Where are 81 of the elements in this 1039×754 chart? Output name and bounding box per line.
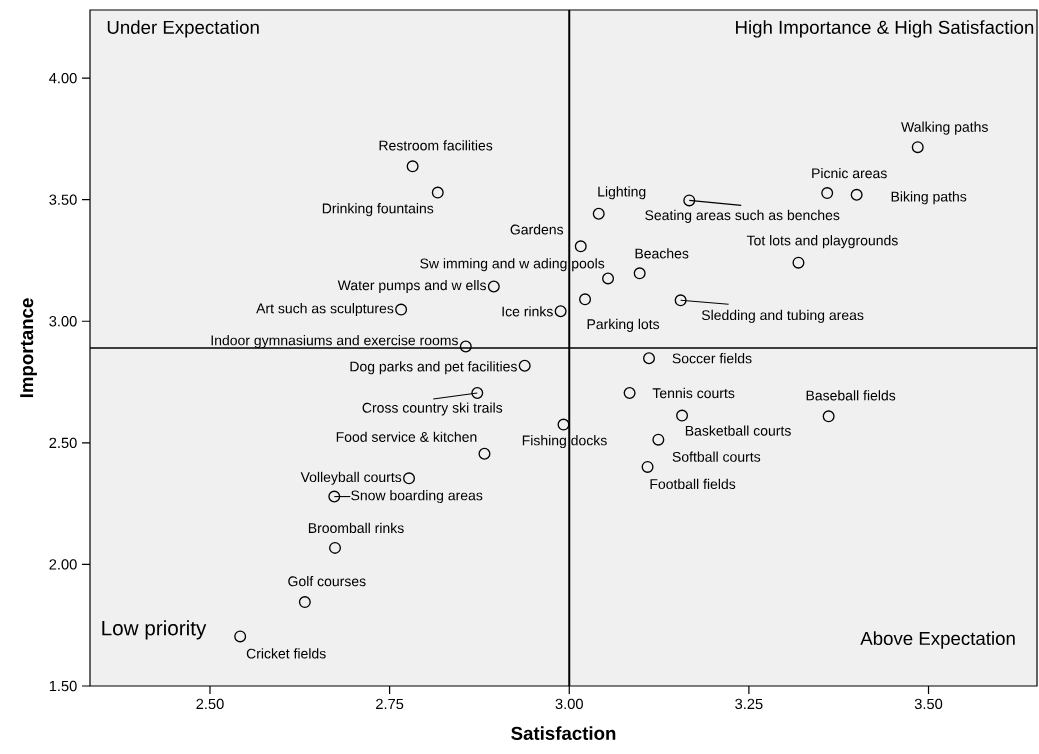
point bbox=[431, 186, 444, 199]
point bbox=[676, 409, 689, 422]
point bbox=[574, 240, 587, 253]
annotation: Cross country ski trails bbox=[362, 402, 503, 416]
point bbox=[557, 418, 570, 431]
annotation: Seating areas such as benches bbox=[645, 209, 840, 223]
point bbox=[234, 630, 247, 643]
annotation: Broomball rinks bbox=[308, 522, 404, 534]
point bbox=[850, 188, 863, 201]
x-axis-title: Satisfaction bbox=[511, 726, 616, 740]
annotation: Low priority bbox=[102, 620, 207, 640]
y-tick-label: 2.00 bbox=[49, 559, 77, 570]
point bbox=[395, 303, 408, 316]
point bbox=[674, 294, 687, 307]
y-tick-label: 2.50 bbox=[49, 437, 77, 449]
annotation: Snow boarding areas bbox=[351, 490, 483, 504]
point bbox=[821, 187, 834, 200]
point bbox=[822, 410, 835, 423]
point bbox=[592, 207, 605, 220]
point bbox=[298, 596, 311, 609]
annotation: Drinking fountains bbox=[322, 203, 434, 217]
annotation: Water pumps and w ells bbox=[337, 279, 486, 293]
annotation: Tot lots and playgrounds bbox=[746, 235, 898, 249]
point bbox=[329, 541, 342, 554]
y-tick-label: 4.00 bbox=[49, 72, 77, 84]
y-tick-label: 3.00 bbox=[49, 316, 77, 327]
annotation: Lighting bbox=[598, 186, 646, 200]
point bbox=[623, 386, 636, 399]
point bbox=[518, 359, 531, 372]
point bbox=[459, 340, 472, 353]
annotation: Restroom facilities bbox=[379, 140, 493, 151]
annotation: Baseball fields bbox=[806, 390, 896, 401]
y-axis-title: Importance bbox=[20, 298, 37, 398]
point bbox=[579, 293, 592, 306]
annotation: Tennis courts bbox=[652, 387, 735, 399]
point bbox=[792, 256, 805, 269]
point bbox=[406, 160, 419, 173]
annotation: Food service & kitchen bbox=[336, 431, 477, 442]
point bbox=[403, 472, 416, 485]
annotation: Indoor gymnasiums and exercise rooms bbox=[211, 335, 458, 349]
point bbox=[471, 386, 484, 399]
annotation: Volleyball courts bbox=[300, 471, 402, 485]
x-tick-label: 2.50 bbox=[196, 698, 224, 710]
annotation: High Importance & High Satisfaction bbox=[736, 20, 1034, 38]
annotation: Fishing docks bbox=[522, 435, 607, 449]
annotation: Softball courts bbox=[672, 451, 761, 462]
annotation: Dog parks and pet facilities bbox=[350, 361, 517, 375]
annotation: Parking lots bbox=[587, 318, 660, 332]
point bbox=[643, 352, 656, 365]
annotation: Football fields bbox=[650, 478, 736, 490]
point bbox=[478, 447, 491, 460]
x-tick-label: 3.00 bbox=[555, 698, 583, 710]
x-tick-label: 2.75 bbox=[376, 698, 404, 710]
point bbox=[641, 460, 654, 473]
point bbox=[554, 305, 567, 318]
annotation: Ice rinks bbox=[502, 306, 553, 317]
point bbox=[911, 141, 924, 154]
annotation: Beaches bbox=[635, 248, 689, 259]
y-tick-label: 1.50 bbox=[49, 680, 77, 692]
annotation: Basketball courts bbox=[685, 425, 791, 436]
annotation: Under Expectation bbox=[107, 20, 259, 38]
annotation: Picnic areas bbox=[812, 167, 887, 179]
annotation: Above Expectation bbox=[860, 631, 1015, 649]
annotation: Walking paths bbox=[901, 121, 988, 135]
point bbox=[602, 272, 615, 285]
x-tick-label: 3.25 bbox=[735, 698, 763, 710]
annotation: Art such as sculptures bbox=[256, 303, 394, 317]
y-tick-label: 3.50 bbox=[49, 194, 77, 205]
annotation: Biking paths bbox=[891, 191, 967, 205]
annotation: Gardens bbox=[510, 224, 564, 235]
point bbox=[683, 194, 696, 207]
point bbox=[487, 280, 500, 293]
annotation: Sledding and tubing areas bbox=[701, 309, 864, 323]
point bbox=[328, 490, 341, 503]
annotation: Soccer fields bbox=[672, 353, 752, 364]
annotation: Sw imming and w ading pools bbox=[420, 258, 605, 272]
point bbox=[652, 433, 665, 446]
annotation: Cricket fields bbox=[246, 648, 326, 659]
annotation: Golf courses bbox=[288, 575, 366, 587]
point bbox=[633, 267, 646, 280]
x-tick-label: 3.50 bbox=[914, 698, 943, 710]
